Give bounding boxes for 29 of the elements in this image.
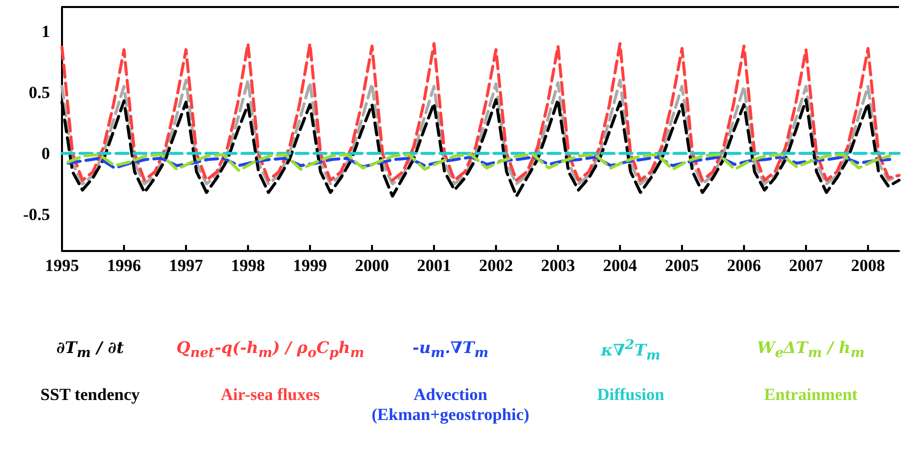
x-tick-label: 1998 <box>231 256 265 275</box>
x-tick-label: 1996 <box>107 256 141 275</box>
x-tick-label: 2003 <box>541 256 575 275</box>
x-tick-label: 2007 <box>789 256 824 275</box>
text: W$_{e}$ΔT$_{m}$ / h$_{m}$ <box>757 338 865 362</box>
x-tick-label: 1997 <box>169 256 204 275</box>
text: Diffusion <box>597 385 664 405</box>
y-tick-label: -0.5 <box>23 204 50 224</box>
text: -u$_{m}$.∇T$_{m}$ <box>412 338 488 362</box>
y-tick-label: 1 <box>42 22 50 41</box>
x-tick-label: 2002 <box>479 256 513 275</box>
x-tick-label: 1995 <box>45 256 79 275</box>
text: κ∇$^{2}$T$_{m}$ <box>600 336 660 364</box>
x-tick-label: 2005 <box>665 256 699 275</box>
x-tick-label: 2000 <box>355 256 389 275</box>
x-tick-label: 2008 <box>851 256 885 275</box>
y-tick-label: 0 <box>42 144 50 163</box>
text: Air-sea fluxes <box>220 385 320 405</box>
y-tick-label: 0.5 <box>28 82 50 102</box>
text: Entrainment <box>764 385 858 405</box>
line-series <box>60 42 900 182</box>
x-tick-label: 2004 <box>603 256 638 275</box>
text: ∂T$_{m}$ / ∂t <box>56 338 124 362</box>
x-tick-label: 1999 <box>293 256 327 275</box>
x-tick-label: 2001 <box>417 256 451 275</box>
text: SST tendency <box>40 385 140 405</box>
text: Advection (Ekman+geostrophic) <box>370 385 530 425</box>
x-tick-label: 2006 <box>727 256 761 275</box>
text: Q$_{net}$-q(-h$_{m}$) / ρ$_{o}$C$_{p}$h$_{m}$ <box>176 338 364 362</box>
